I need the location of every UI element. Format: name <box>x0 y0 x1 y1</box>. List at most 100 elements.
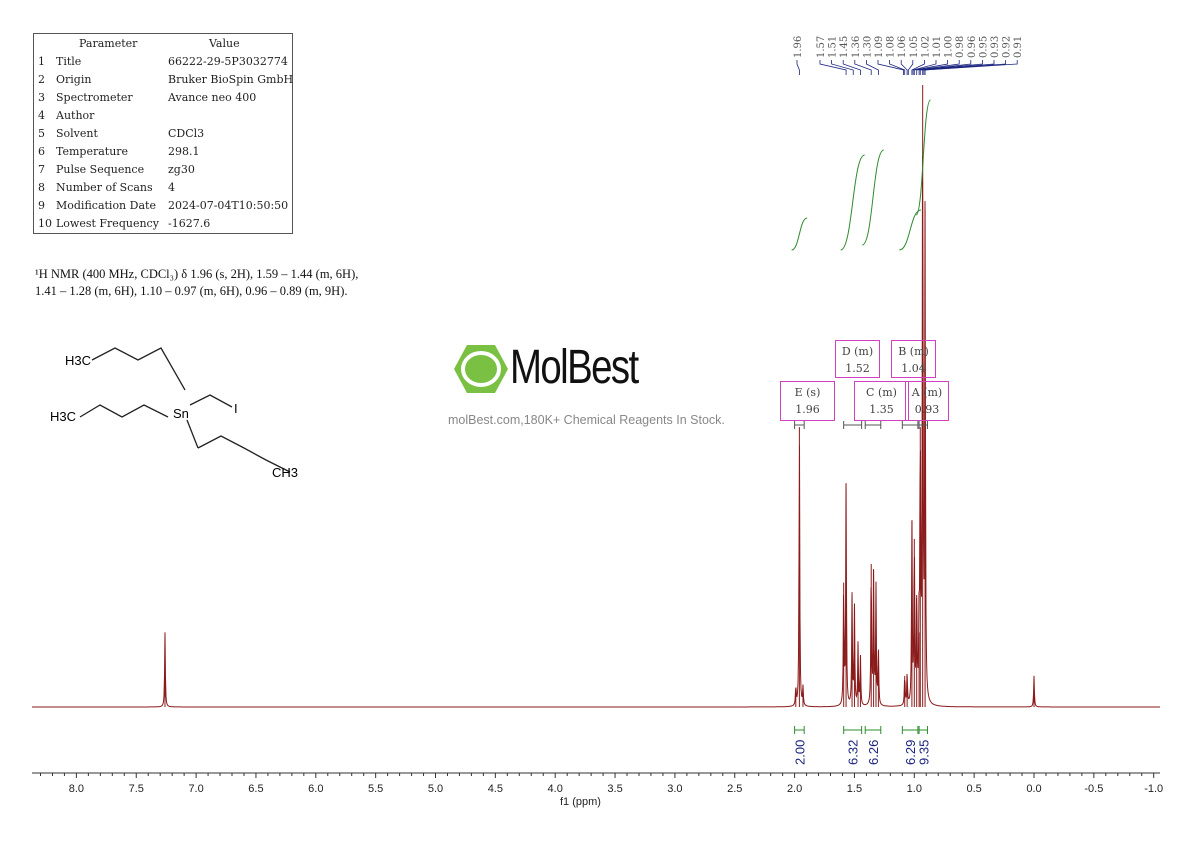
integral-value: 6.32 <box>846 740 861 765</box>
param-cell: zg30 <box>168 163 195 176</box>
peak-label-leader <box>854 60 872 75</box>
peak-label: 1.05 <box>909 36 920 58</box>
x-tick-label: 1.0 <box>907 783 922 795</box>
molbest-logo-text: MolBest <box>510 341 639 394</box>
multiplet-box: C (m) 1.35 <box>854 381 909 421</box>
integral-curve <box>915 99 931 216</box>
multiplet-range <box>918 421 928 429</box>
integral-value: 9.35 <box>916 740 931 765</box>
peak-label-leader <box>796 60 800 75</box>
x-tick-label: 8.0 <box>69 783 84 795</box>
multiplet-range <box>901 421 919 429</box>
multiplet-shift: 0.93 <box>914 403 940 416</box>
param-cell: Temperature <box>56 145 129 158</box>
peak-label: 1.30 <box>862 36 873 58</box>
peak-label: 1.09 <box>874 36 885 58</box>
peak-label-leader <box>907 60 914 75</box>
x-tick-label: 3.0 <box>667 783 682 795</box>
integral-value: 2.00 <box>792 740 807 765</box>
param-header: Parameter <box>79 37 138 50</box>
watermark-tagline: molBest.com,180K+ Chemical Reagents In S… <box>448 413 725 427</box>
peak-label-leader <box>889 60 906 75</box>
param-cell: 2024-07-04T10:50:50 <box>168 199 289 212</box>
peak-label-leader <box>912 60 937 75</box>
peak-label: 1.02 <box>920 36 931 58</box>
param-cell: Number of Scans <box>56 181 153 194</box>
x-tick-label: 4.0 <box>548 783 563 795</box>
param-cell: Lowest Frequency <box>56 217 159 230</box>
x-tick-label: 0.0 <box>1026 783 1041 795</box>
x-tick-label: 6.0 <box>308 783 323 795</box>
peak-label: 1.96 <box>793 36 804 58</box>
x-tick-label: 6.5 <box>248 783 263 795</box>
multiplet-label: D (m) <box>841 345 874 358</box>
param-cell: 4 <box>38 109 45 122</box>
mol-label-ch3: CH3 <box>272 465 298 480</box>
peak-label: 1.01 <box>932 36 943 58</box>
x-tick-label: 3.5 <box>607 783 622 795</box>
mol-label-h3c-top: H3C <box>65 353 91 368</box>
multiplet-shift: 1.35 <box>869 403 894 416</box>
param-cell: Origin <box>56 73 92 86</box>
integral-value: 6.26 <box>866 740 881 765</box>
peak-label-leader <box>900 60 908 75</box>
peak-label-leader <box>866 60 879 75</box>
peak-label-leader <box>918 60 972 75</box>
peak-label: 1.51 <box>828 36 839 58</box>
param-cell: Avance neo 400 <box>168 91 257 104</box>
peak-label: 0.96 <box>967 36 978 58</box>
x-tick-label: 7.5 <box>129 783 144 795</box>
param-cell: 66222-29-5P3032774 <box>168 55 288 68</box>
mol-label-sn: Sn <box>173 406 189 421</box>
multiplet-box: E (s) 1.96 <box>780 381 835 421</box>
param-cell: 298.1 <box>168 145 200 158</box>
mol-label-i: I <box>234 401 238 416</box>
param-cell: 8 <box>38 181 45 194</box>
peak-label: 1.06 <box>897 36 908 58</box>
param-cell: 6 <box>38 145 45 158</box>
x-tick-label: 4.5 <box>488 783 503 795</box>
spectrum-line <box>32 155 1160 708</box>
multiplet-label: A (m) <box>911 386 943 399</box>
peak-label-leader <box>923 60 1006 75</box>
molecule-structure: H3C H3C Sn I CH3 <box>50 347 298 480</box>
param-cell: 3 <box>38 91 45 104</box>
peak-label-leader <box>913 60 948 75</box>
peak-label: 1.08 <box>886 36 897 58</box>
peak-label-leader <box>922 60 995 75</box>
param-cell: Title <box>56 55 82 68</box>
peak-label: 0.91 <box>1013 36 1024 58</box>
param-cell: Modification Date <box>56 199 156 212</box>
param-cell: 2 <box>38 73 45 86</box>
x-tick-label: 7.0 <box>188 783 203 795</box>
peak-label-leader <box>924 60 1018 75</box>
peak-label-leader <box>911 60 925 75</box>
integral-bar <box>901 726 919 734</box>
param-cell: 4 <box>168 181 175 194</box>
param-cell: Author <box>56 109 95 122</box>
param-cell: 5 <box>38 127 45 140</box>
param-cell: -1627.6 <box>168 217 211 230</box>
multiplet-range <box>794 421 805 429</box>
x-tick-label: -1.0 <box>1144 783 1163 795</box>
param-cell: Pulse Sequence <box>56 163 145 176</box>
peak-label-leader <box>819 60 847 75</box>
multiplet-label: E (s) <box>794 386 821 399</box>
multiplet-box: B (m) 1.04 <box>891 340 936 378</box>
peak-label-leader <box>916 60 960 75</box>
multiplet-shift: 1.52 <box>845 362 870 375</box>
x-tick-label: 1.5 <box>847 783 862 795</box>
x-tick-label: 5.5 <box>368 783 383 795</box>
param-cell: Solvent <box>56 127 98 140</box>
peak-label-leader <box>919 60 983 75</box>
value-header: Value <box>209 37 240 50</box>
x-tick-label: 5.0 <box>428 783 443 795</box>
param-cell: 9 <box>38 199 45 212</box>
integral-value: 6.29 <box>903 740 918 765</box>
param-cell: 1 <box>38 55 45 68</box>
multiplet-label: B (m) <box>898 345 929 358</box>
integral-curve <box>840 154 865 251</box>
summary-line-1: ¹H NMR (400 MHz, CDCl₃) δ 1.96 (s, 2H), … <box>35 267 359 281</box>
